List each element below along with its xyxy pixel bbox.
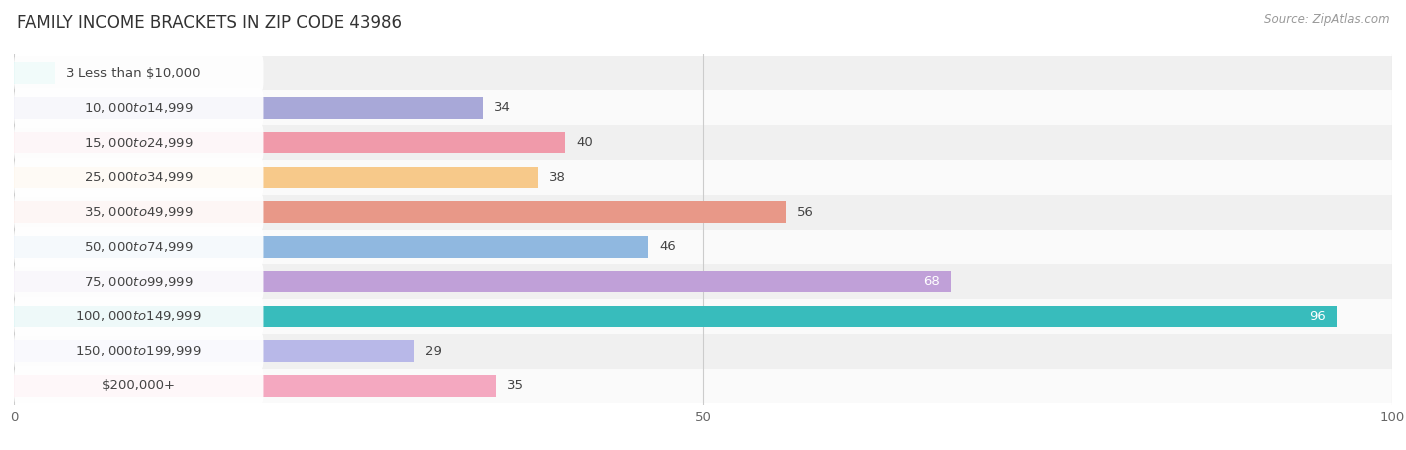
- FancyBboxPatch shape: [14, 297, 263, 336]
- Bar: [14, 230, 1392, 264]
- Text: 35: 35: [508, 379, 524, 392]
- Bar: [14, 125, 1392, 160]
- Text: $150,000 to $199,999: $150,000 to $199,999: [76, 344, 202, 358]
- Text: 46: 46: [659, 240, 676, 253]
- Text: 38: 38: [548, 171, 565, 184]
- Bar: [14, 264, 1392, 299]
- Bar: [14, 271, 950, 292]
- FancyBboxPatch shape: [14, 366, 263, 405]
- Bar: [14, 132, 565, 153]
- FancyBboxPatch shape: [14, 158, 263, 197]
- Text: $50,000 to $74,999: $50,000 to $74,999: [84, 240, 194, 254]
- Text: FAMILY INCOME BRACKETS IN ZIP CODE 43986: FAMILY INCOME BRACKETS IN ZIP CODE 43986: [17, 14, 402, 32]
- Text: 3: 3: [66, 67, 75, 80]
- Bar: [14, 160, 1392, 195]
- Text: 68: 68: [924, 275, 941, 288]
- Text: $100,000 to $149,999: $100,000 to $149,999: [76, 310, 202, 324]
- Bar: [14, 369, 1392, 403]
- Text: Less than $10,000: Less than $10,000: [77, 67, 200, 80]
- FancyBboxPatch shape: [14, 193, 263, 232]
- Text: 40: 40: [576, 136, 593, 149]
- FancyBboxPatch shape: [14, 332, 263, 371]
- Text: 34: 34: [494, 101, 510, 114]
- Text: $200,000+: $200,000+: [101, 379, 176, 392]
- Bar: [14, 201, 786, 223]
- Text: 96: 96: [1309, 310, 1326, 323]
- Bar: [14, 334, 1392, 369]
- Bar: [14, 375, 496, 396]
- Text: $35,000 to $49,999: $35,000 to $49,999: [84, 205, 194, 219]
- Text: $15,000 to $24,999: $15,000 to $24,999: [84, 135, 194, 149]
- FancyBboxPatch shape: [14, 88, 263, 127]
- Bar: [14, 306, 1337, 327]
- Text: 29: 29: [425, 345, 441, 358]
- FancyBboxPatch shape: [14, 54, 263, 93]
- FancyBboxPatch shape: [14, 123, 263, 162]
- Text: 56: 56: [797, 206, 814, 219]
- Bar: [14, 236, 648, 258]
- Bar: [14, 340, 413, 362]
- Bar: [14, 195, 1392, 230]
- Bar: [14, 166, 537, 188]
- Text: $75,000 to $99,999: $75,000 to $99,999: [84, 274, 194, 288]
- Bar: [14, 90, 1392, 125]
- Bar: [14, 299, 1392, 334]
- Text: $10,000 to $14,999: $10,000 to $14,999: [84, 101, 194, 115]
- Text: $25,000 to $34,999: $25,000 to $34,999: [84, 171, 194, 184]
- Text: Source: ZipAtlas.com: Source: ZipAtlas.com: [1264, 14, 1389, 27]
- Bar: [14, 56, 1392, 90]
- Bar: [14, 63, 55, 84]
- FancyBboxPatch shape: [14, 262, 263, 301]
- Bar: [14, 97, 482, 119]
- FancyBboxPatch shape: [14, 227, 263, 266]
